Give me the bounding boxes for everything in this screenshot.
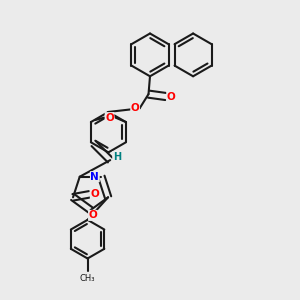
Text: O: O: [105, 112, 114, 123]
Text: CH₃: CH₃: [80, 274, 95, 283]
Text: O: O: [90, 189, 99, 199]
Text: O: O: [131, 103, 140, 113]
Text: N: N: [91, 172, 99, 182]
Text: H: H: [113, 152, 121, 161]
Text: O: O: [167, 92, 176, 101]
Text: O: O: [88, 210, 97, 220]
